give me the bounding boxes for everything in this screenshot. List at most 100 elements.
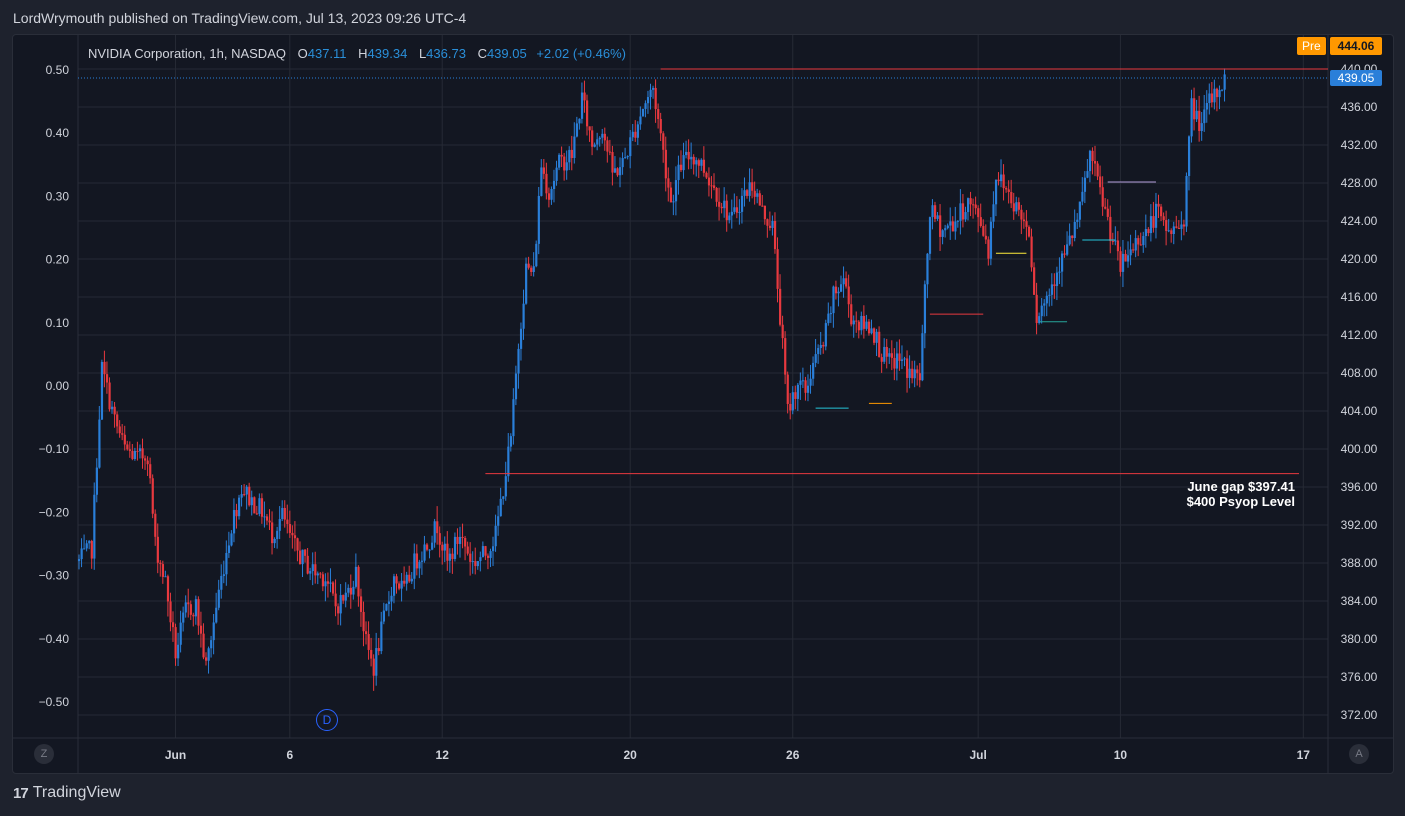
candle-body (286, 519, 289, 524)
candle-body (288, 523, 292, 533)
candle-body (1053, 284, 1056, 287)
candle-body (1187, 136, 1191, 176)
price-axis-tick-label: 432.00 (1341, 138, 1378, 152)
candle-body (743, 190, 746, 196)
candle-body (187, 602, 190, 605)
candle-body (347, 587, 350, 593)
left-axis-tick-label: 0.30 (46, 189, 70, 203)
candle-body (380, 621, 383, 652)
candle-body (522, 303, 525, 329)
candle-body (961, 203, 965, 220)
candle-body (123, 434, 126, 445)
candle-body (1193, 98, 1196, 120)
candle-body (840, 284, 843, 292)
candle-body (748, 182, 751, 196)
candle-body (281, 507, 284, 520)
candle-body (751, 182, 754, 191)
candle-body (1175, 226, 1178, 228)
symbol-title: NVIDIA Corporation, 1h, NASDAQ (88, 46, 286, 61)
candle-body (799, 380, 802, 385)
candle-body (1170, 230, 1173, 234)
candle-body (545, 173, 548, 194)
candle-body (888, 353, 891, 357)
open-label: O (297, 46, 308, 61)
candle-body (1030, 236, 1033, 268)
candle-body (1045, 295, 1048, 304)
left-axis-tick-label: −0.10 (39, 442, 70, 456)
low-value: 436.73 (426, 46, 466, 61)
candle-body (685, 151, 688, 156)
candle-body (687, 151, 690, 160)
candle-body (1040, 305, 1043, 317)
candle-body (814, 354, 817, 363)
candle-body (1162, 216, 1165, 221)
candle-body (918, 373, 921, 381)
candle-body (933, 205, 937, 219)
candle-body (98, 419, 101, 468)
price-axis-tick-label: 412.00 (1341, 328, 1378, 342)
candle-body (103, 361, 106, 375)
candle-body (669, 187, 673, 203)
candle-body (692, 156, 695, 165)
candle-body (1015, 202, 1018, 212)
candle-body (359, 596, 363, 612)
candle-body (596, 139, 599, 145)
candle-body (880, 357, 883, 362)
candle-body (753, 190, 756, 197)
candle-body (210, 640, 213, 649)
candle-body (649, 89, 652, 98)
auto-scale-left-button[interactable]: Z (34, 744, 54, 764)
candle-body (212, 622, 215, 641)
candle-body (865, 321, 868, 329)
candle-body (837, 291, 840, 294)
candle-body (705, 172, 708, 178)
candle-body (415, 553, 419, 569)
candle-body (913, 369, 916, 379)
chart-frame[interactable]: 372.00 376.00 380.00 384.00 388.00 392.00 396.… (12, 34, 1394, 774)
auto-scale-right-button[interactable]: A (1349, 744, 1369, 764)
close-value: 439.05 (486, 46, 527, 61)
candle-body (700, 159, 703, 166)
candle-body (375, 648, 378, 676)
candle-body (883, 346, 886, 362)
candle-body (486, 555, 490, 558)
candle-body (1068, 235, 1071, 245)
candle-body (357, 566, 360, 597)
candle-body (1094, 161, 1097, 164)
candle-body (921, 333, 924, 381)
candle-body (1121, 253, 1125, 272)
chart-canvas[interactable]: 372.00 376.00 380.00 384.00 388.00 392.00 396.… (13, 35, 1393, 773)
candle-body (1127, 255, 1130, 262)
candle-body (537, 195, 540, 244)
candle-body (131, 450, 134, 459)
candle-body (903, 358, 906, 360)
candle-body (1210, 93, 1214, 103)
candle-body (603, 133, 606, 141)
candle-body (794, 392, 797, 399)
price-axis-tick-label: 416.00 (1341, 290, 1378, 304)
candle-body (789, 403, 792, 411)
candle-body (474, 561, 477, 567)
candle-body (189, 604, 192, 615)
candle-body (1096, 163, 1099, 177)
candle-body (156, 536, 159, 563)
candle-body (710, 185, 713, 187)
candle-body (984, 235, 987, 240)
candle-body (1134, 238, 1137, 251)
left-axis-tick-label: −0.20 (39, 505, 70, 519)
candle-body (362, 611, 365, 632)
candle-body (146, 460, 149, 465)
candle-body (334, 593, 337, 607)
tradingview-logo[interactable]: 17 TradingView (13, 784, 121, 802)
dividend-marker[interactable]: D (316, 709, 338, 731)
candle-body (652, 87, 655, 90)
candle-body (575, 123, 579, 137)
candle-body (878, 331, 881, 358)
candle-body (560, 154, 563, 157)
candle-body (321, 574, 325, 587)
change-value: +2.02 (+0.46%) (536, 46, 626, 61)
candle-body (95, 467, 98, 495)
candle-body (1149, 216, 1153, 234)
symbol-legend: NVIDIA Corporation, 1h, NASDAQ O437.11 H… (88, 46, 626, 61)
candle-body (1200, 123, 1203, 131)
